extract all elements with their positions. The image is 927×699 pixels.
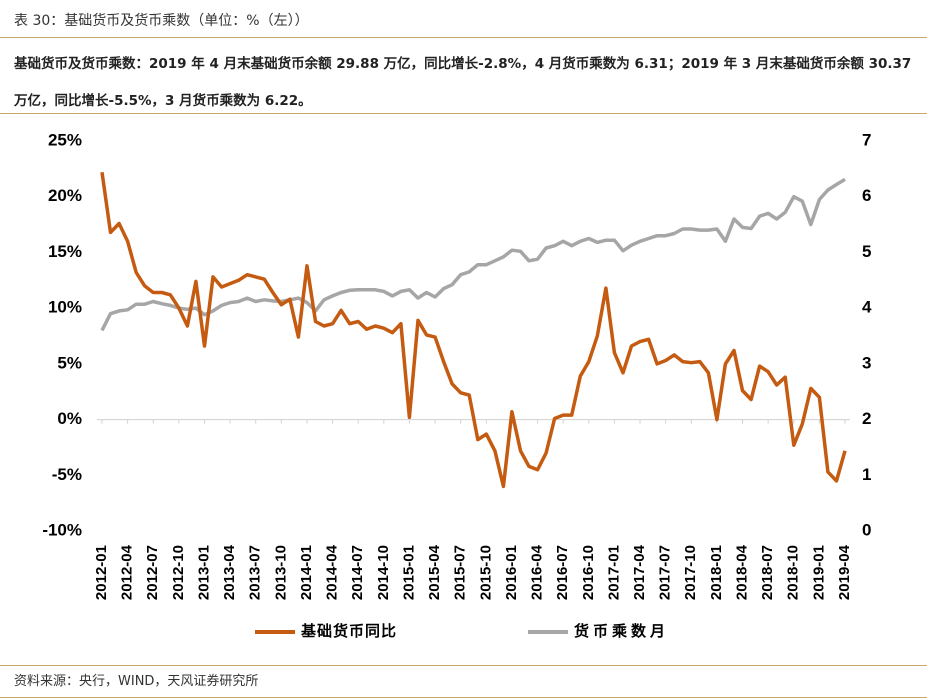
y-tick-label: 5% [57,353,82,372]
y2-tick-label: 5 [862,242,871,261]
x-tick-label: 2014-04 [324,544,341,600]
x-tick-label: 2016-04 [529,544,546,600]
x-tick-label: 2017-07 [657,545,674,600]
x-tick-label: 2018-10 [785,545,802,600]
legend-label: 基础货币同比 [300,622,397,640]
y-tick-label: -5% [52,465,82,484]
x-tick-label: 2017-01 [605,545,622,600]
x-tick-label: 2012-01 [93,545,110,600]
rule [0,665,927,666]
chart: -10% -5% 0% 5% 10% 15% 20% 25% 0 1 2 3 4 5 6 7 2012-01 20… [42,130,872,640]
x-tick-label: 2015-10 [477,545,494,600]
x-tick-label: 2019-01 [810,545,827,600]
y-tick-label: 25% [48,130,82,149]
x-tick-label: 2017-04 [631,544,648,600]
x-tick-label: 2013-04 [221,544,238,600]
legend-label: 货币乘数月 [574,622,669,640]
x-tick-label: 2013-07 [247,545,264,600]
source: 资料来源：央行，WIND，天风证券研究所 [14,674,259,689]
series-line [100,171,847,489]
y-tick-label: 15% [48,242,82,261]
x-tick-label: 2017-10 [682,545,699,600]
x-tick-label: 2014-10 [375,545,392,600]
y2-tick-label: 3 [862,353,871,372]
x-tick-label: 2018-07 [759,545,776,600]
y2-tick-label: 0 [862,520,871,539]
y2-tick-label: 6 [862,186,871,205]
y2-tick-label: 7 [862,130,871,149]
x-tick-label: 2013-01 [195,545,212,600]
x-tick-label: 2019-04 [836,544,853,600]
x-tick-label: 2018-04 [733,544,750,600]
series-line [100,177,846,332]
x-tick-label: 2015-07 [452,545,469,600]
x-tick-label: 2012-07 [144,545,161,600]
x-tick-label: 2014-07 [349,545,366,600]
x-tick-label: 2016-01 [503,545,520,600]
x-tick-label: 2016-07 [554,545,571,600]
rule [0,113,927,114]
y2-tick-label: 1 [862,465,871,484]
y2-tick-label: 4 [862,298,872,317]
x-tick-label: 2018-01 [708,545,725,600]
y2-tick-label: 2 [862,409,871,428]
title: 表 30：基础货币及货币乘数（单位：%（左）） [14,13,309,29]
y-tick-label: 10% [48,298,82,317]
y-tick-label: -10% [42,520,82,539]
rule [0,697,927,698]
subtitle: 基础货币及货币乘数：2019 年 4 月末基础货币余额 29.88 万亿，同比增… [14,56,912,109]
x-tick-label: 2014-01 [298,545,315,600]
y-tick-label: 0% [57,409,82,428]
x-tick-label: 2015-01 [400,545,417,600]
x-tick-label: 2013-10 [272,545,289,600]
y-tick-label: 20% [48,186,82,205]
x-tick-label: 2012-04 [119,544,136,600]
x-tick-label: 2015-04 [426,544,443,600]
x-tick-label: 2016-10 [580,545,597,600]
x-tick-label: 2012-10 [170,545,187,600]
rule [0,37,927,38]
